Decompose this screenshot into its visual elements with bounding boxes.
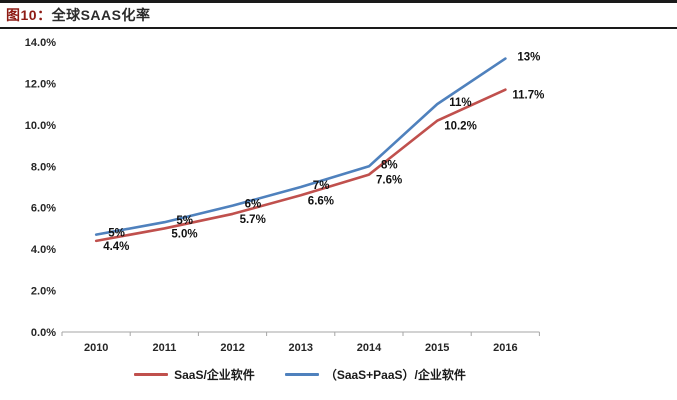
figure-title: 图10： 全球SAAS化率: [0, 3, 677, 27]
x-tick-label: 2014: [357, 342, 382, 354]
line-chart: 0.0% 2.0% 4.0% 6.0% 8.0% 10.0% 12.0% 14.0% 2010 2…: [25, 37, 545, 354]
data-label: 4.4%: [103, 241, 129, 253]
data-label: 6.6%: [308, 195, 334, 207]
y-tick-label: 8.0%: [31, 161, 56, 173]
data-label: 10.2%: [444, 121, 477, 133]
x-tick-label: 2016: [493, 342, 517, 354]
series-line-1: [94, 57, 507, 236]
legend-item-saas-paas: （SaaS+PaaS）/企业软件: [284, 366, 466, 383]
x-tick-label: 2010: [84, 342, 108, 354]
data-label: 8%: [381, 159, 398, 171]
data-label: 5.0%: [171, 228, 197, 240]
y-tick-label: 12.0%: [25, 78, 56, 90]
legend-label: SaaS/企业软件: [174, 368, 255, 382]
y-tick-label: 6.0%: [31, 203, 56, 215]
legend-swatch: [134, 373, 169, 376]
data-label: 5.7%: [240, 214, 266, 226]
legend-swatch: [284, 373, 319, 376]
chart-legend: SaaS/企业软件 （SaaS+PaaS）/企业软件: [0, 366, 600, 383]
data-label: 11.7%: [512, 90, 544, 102]
data-label: 11%: [449, 97, 471, 109]
page-title: 全球SAAS化率: [51, 7, 151, 23]
x-tick-label: 2012: [220, 342, 244, 354]
data-label: 5%: [108, 228, 125, 240]
legend-label: （SaaS+PaaS）/企业软件: [324, 368, 466, 382]
y-tick-label: 10.0%: [25, 120, 56, 132]
data-label: 7%: [313, 180, 330, 192]
legend-item-saas: SaaS/企业软件: [134, 366, 255, 383]
x-tick-label: 2015: [425, 342, 449, 354]
data-label: 5%: [176, 215, 193, 227]
y-tick-label: 2.0%: [31, 286, 56, 298]
y-tick-label: 0.0%: [31, 327, 56, 339]
title-divider: [0, 27, 677, 29]
data-label: 13%: [517, 52, 540, 64]
x-tick-label: 2013: [289, 342, 313, 354]
top-divider: [0, 0, 677, 3]
x-tick-label: 2011: [152, 342, 176, 354]
series-line-0: [94, 88, 507, 243]
figure-number: 图10：: [6, 7, 52, 23]
data-label: 6%: [245, 199, 262, 211]
data-label: 7.6%: [376, 175, 402, 187]
y-tick-label: 4.0%: [31, 244, 56, 256]
y-tick-label: 14.0%: [25, 37, 56, 49]
